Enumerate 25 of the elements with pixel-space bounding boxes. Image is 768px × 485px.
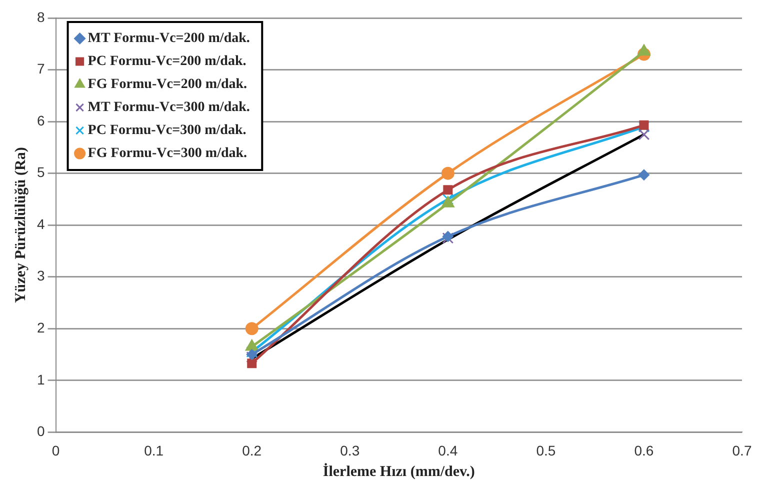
y-tick-label: 6 xyxy=(36,112,45,128)
y-tick-label: 3 xyxy=(36,268,45,284)
x-tick-label: 0.7 xyxy=(732,442,752,458)
legend-label: MT Formu-Vc=200 m/dak. xyxy=(88,31,250,46)
x-axis-title: İlerleme Hızı (mm/dev.) xyxy=(322,462,475,480)
legend-label: PC Formu-Vc=300 m/dak. xyxy=(88,123,246,138)
y-tick-label: 2 xyxy=(36,320,45,336)
legend-label: FG Formu-Vc=300 m/dak. xyxy=(88,146,248,162)
legend-label: MT Formu-Vc=300 m/dak. xyxy=(88,100,250,116)
legend-label: FG Formu-Vc=200 m/dak. xyxy=(88,77,248,92)
y-tick-label: 4 xyxy=(36,216,45,232)
y-axis-title: Yüzey Pürüzlülüğü (Ra) xyxy=(12,147,29,304)
x-tick-label: 0.3 xyxy=(340,442,360,458)
x-tick-label: 0.2 xyxy=(242,442,262,458)
y-tick-label: 5 xyxy=(36,164,45,180)
y-tick-label: 8 xyxy=(36,8,45,25)
x-tick-label: 0.5 xyxy=(536,442,556,458)
y-tick-label: 0 xyxy=(36,423,45,440)
y-tick-label: 7 xyxy=(36,60,45,77)
y-tick-label: 1 xyxy=(36,371,45,388)
x-tick-label: 0.6 xyxy=(634,442,654,458)
legend-label: PC Formu-Vc=200 m/dak. xyxy=(88,54,246,70)
x-tick-label: 0.4 xyxy=(438,442,458,458)
x-tick-label: 0 xyxy=(52,442,60,458)
x-tick-label: 0.1 xyxy=(144,442,164,458)
